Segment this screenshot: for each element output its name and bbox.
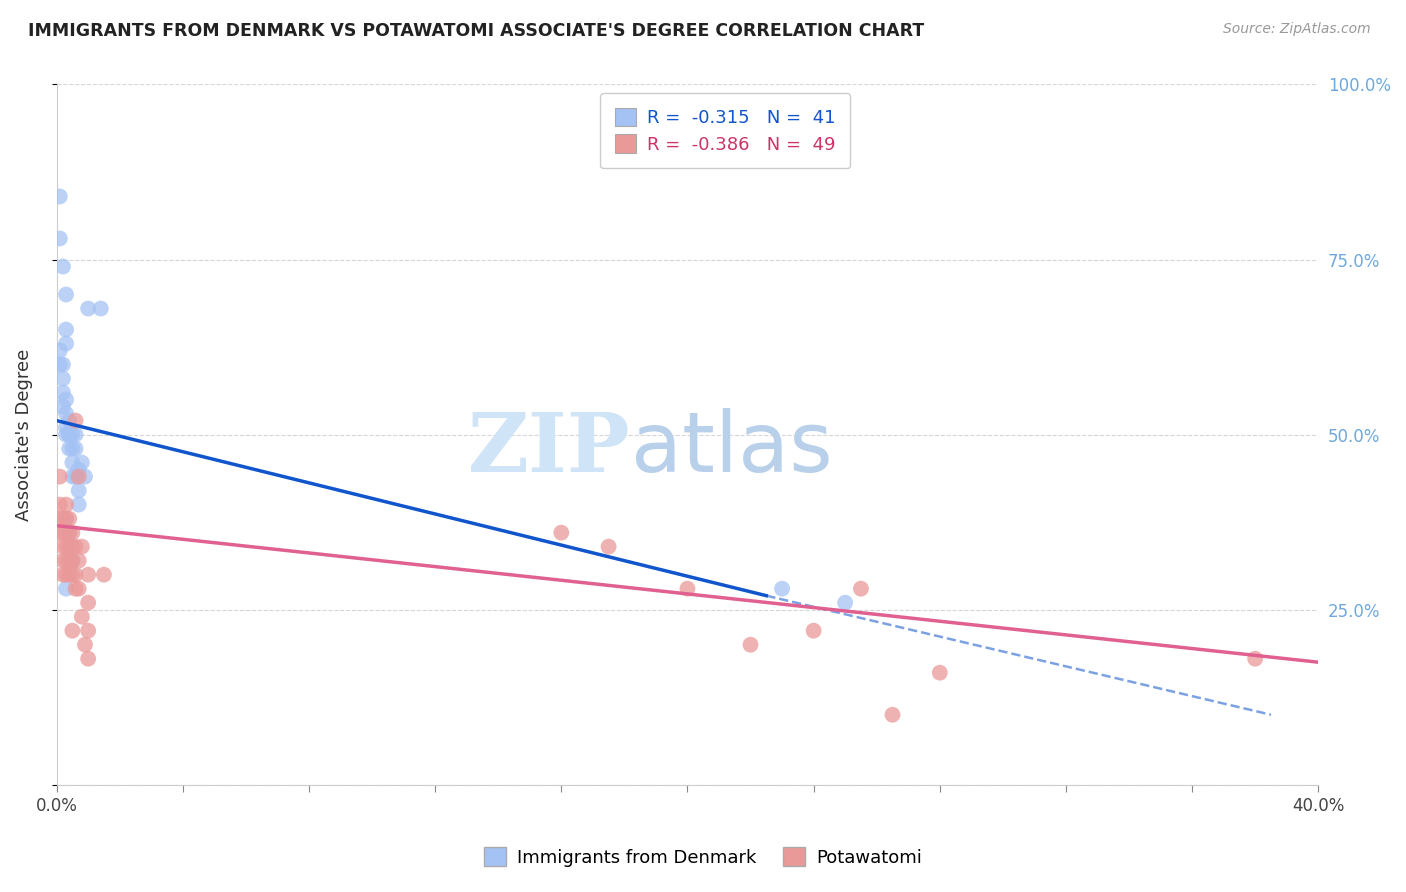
Point — [77, 651, 100, 665]
Point — [55, 567, 77, 582]
Legend: Immigrants from Denmark, Potawatomi: Immigrants from Denmark, Potawatomi — [477, 840, 929, 874]
Point — [55, 427, 77, 442]
Point — [49, 189, 72, 203]
Point — [58, 554, 80, 568]
Point — [52, 260, 75, 274]
Point — [67, 554, 90, 568]
Point — [93, 567, 115, 582]
Point — [58, 414, 80, 428]
Text: Source: ZipAtlas.com: Source: ZipAtlas.com — [1223, 22, 1371, 37]
Point — [60, 427, 83, 442]
Point — [67, 462, 90, 476]
Point — [65, 582, 87, 596]
Point — [49, 498, 72, 512]
Point — [834, 596, 856, 610]
Point — [55, 511, 77, 525]
Point — [49, 511, 72, 525]
Point — [65, 414, 87, 428]
Point — [65, 567, 87, 582]
Point — [55, 392, 77, 407]
Point — [928, 665, 950, 680]
Point — [49, 231, 72, 245]
Point — [58, 540, 80, 554]
Point — [52, 371, 75, 385]
Point — [55, 420, 77, 434]
Point — [70, 456, 93, 470]
Text: IMMIGRANTS FROM DENMARK VS POTAWATOMI ASSOCIATE'S DEGREE CORRELATION CHART: IMMIGRANTS FROM DENMARK VS POTAWATOMI AS… — [28, 22, 924, 40]
Point — [55, 582, 77, 596]
Point — [60, 554, 83, 568]
Point — [60, 540, 83, 554]
Point — [52, 400, 75, 414]
Point — [67, 469, 90, 483]
Point — [52, 511, 75, 525]
Point — [58, 442, 80, 456]
Point — [77, 301, 100, 316]
Point — [67, 483, 90, 498]
Point — [52, 358, 75, 372]
Point — [60, 469, 83, 483]
Point — [598, 540, 620, 554]
Point — [49, 358, 72, 372]
Point — [849, 582, 872, 596]
Point — [55, 336, 77, 351]
Point — [67, 498, 90, 512]
Point — [55, 407, 77, 421]
Point — [60, 624, 83, 638]
Point — [55, 554, 77, 568]
Point — [90, 301, 112, 316]
Point — [550, 525, 572, 540]
Point — [882, 707, 904, 722]
Point — [52, 567, 75, 582]
Point — [49, 525, 72, 540]
Point — [49, 343, 72, 358]
Point — [73, 469, 96, 483]
Point — [49, 469, 72, 483]
Point — [58, 525, 80, 540]
Point — [58, 567, 80, 582]
Point — [770, 582, 793, 596]
Point — [77, 596, 100, 610]
Point — [73, 638, 96, 652]
Point — [58, 511, 80, 525]
Point — [60, 554, 83, 568]
Point — [676, 582, 699, 596]
Y-axis label: Associate's Degree: Associate's Degree — [15, 349, 32, 521]
Point — [58, 427, 80, 442]
Point — [77, 567, 100, 582]
Point — [55, 287, 77, 301]
Point — [58, 427, 80, 442]
Point — [67, 582, 90, 596]
Point — [52, 554, 75, 568]
Point — [52, 525, 75, 540]
Point — [65, 540, 87, 554]
Point — [65, 427, 87, 442]
Point — [1244, 651, 1267, 665]
Point — [70, 540, 93, 554]
Text: atlas: atlas — [631, 409, 832, 489]
Point — [55, 511, 77, 525]
Point — [77, 624, 100, 638]
Point — [740, 638, 762, 652]
Point — [60, 442, 83, 456]
Point — [60, 567, 83, 582]
Point — [58, 540, 80, 554]
Point — [803, 624, 825, 638]
Point — [65, 469, 87, 483]
Point — [60, 456, 83, 470]
Point — [52, 540, 75, 554]
Legend: R =  -0.315   N =  41, R =  -0.386   N =  49: R = -0.315 N = 41, R = -0.386 N = 49 — [600, 94, 851, 169]
Point — [55, 540, 77, 554]
Point — [60, 525, 83, 540]
Point — [55, 525, 77, 540]
Text: ZIP: ZIP — [468, 409, 631, 489]
Point — [52, 385, 75, 400]
Point — [70, 609, 93, 624]
Point — [55, 322, 77, 336]
Point — [65, 442, 87, 456]
Point — [55, 498, 77, 512]
Point — [58, 525, 80, 540]
